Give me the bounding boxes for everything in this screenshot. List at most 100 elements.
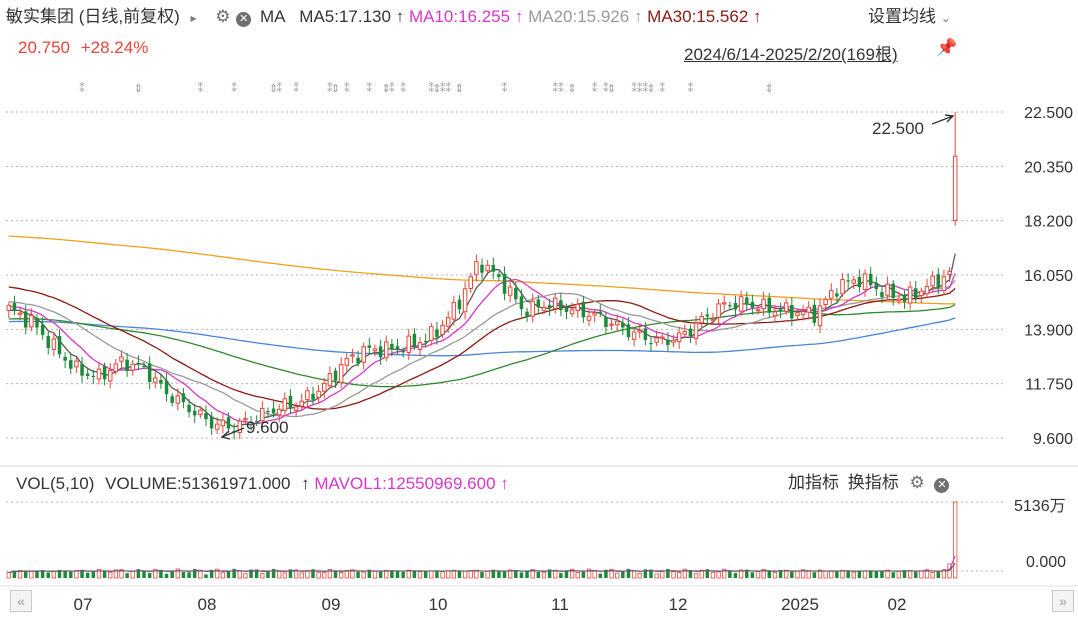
volume-bar xyxy=(800,569,806,579)
candle-body xyxy=(271,408,276,414)
volume-bar xyxy=(733,573,738,578)
x-tick-label: 2025 xyxy=(781,595,819,614)
candle-body xyxy=(451,302,457,320)
candle-body xyxy=(604,316,608,327)
settings-ma-button[interactable]: 设置均线 ⌄ xyxy=(868,7,951,28)
volume-bar xyxy=(181,572,186,578)
candle-body xyxy=(367,345,372,348)
volume-bar xyxy=(525,571,529,578)
volume-value: VOLUME:51361971.000 xyxy=(105,474,291,493)
event-marker: ⁑ xyxy=(429,82,435,95)
event-marker: ⇕ xyxy=(331,83,340,95)
volume-bar xyxy=(417,571,423,579)
event-marker: ⁑ xyxy=(592,82,598,95)
volume-bar xyxy=(790,571,794,578)
candle-body xyxy=(170,396,174,403)
volume-bar xyxy=(767,571,772,578)
current-price: 20.750 xyxy=(18,38,70,57)
stock-title[interactable]: 敏实集团 (日线,前复权) xyxy=(6,7,180,26)
volume-gear-icon[interactable]: ⚙ xyxy=(909,473,925,492)
y-tick-label: 13.900 xyxy=(1024,322,1073,339)
volume-bar xyxy=(654,573,659,579)
candle-body xyxy=(445,317,451,327)
volume-bar xyxy=(868,570,873,578)
candle-body xyxy=(666,339,670,346)
volume-bar xyxy=(339,571,344,579)
candlestick-series xyxy=(6,112,958,440)
volume-bar xyxy=(277,571,282,579)
candle-body xyxy=(333,370,338,381)
volume-bar xyxy=(761,568,766,579)
candle-body xyxy=(806,306,811,313)
candle-body xyxy=(12,303,17,311)
volume-bar xyxy=(649,569,653,578)
volume-bar xyxy=(282,572,287,579)
candle-body xyxy=(800,311,806,316)
volume-close-icon[interactable]: ✕ xyxy=(934,478,950,493)
candle-body xyxy=(795,312,800,316)
volume-bar xyxy=(29,570,34,579)
scroll-right-button[interactable]: » xyxy=(1052,590,1074,612)
volume-bar xyxy=(637,572,642,579)
candle-body xyxy=(728,305,732,307)
play-icon[interactable]: ▸ xyxy=(190,11,197,25)
candle-body xyxy=(113,363,119,372)
date-x-axis: 07 08 09 10 11 12 2025 02 xyxy=(74,595,907,614)
event-marker: ⁑ xyxy=(637,82,643,95)
volume-bar xyxy=(621,571,625,578)
add-indicator-button[interactable]: 加指标 xyxy=(788,473,839,492)
candle-body xyxy=(299,400,304,407)
price-change: +28.24% xyxy=(80,38,149,57)
event-marker: ⁑ xyxy=(603,82,609,95)
candle-body xyxy=(874,283,879,290)
candle-body xyxy=(136,362,141,364)
volume-bar xyxy=(575,572,580,579)
high-annotation: 22.500 xyxy=(872,114,955,138)
event-marker: ⁑ xyxy=(440,82,446,95)
volume-bar xyxy=(344,569,349,579)
volume-bar xyxy=(85,572,90,578)
candle-body xyxy=(327,373,333,387)
ma30-arrow: ↑ xyxy=(753,7,762,26)
pin-icon[interactable]: 📌 xyxy=(936,38,958,57)
volume-bar xyxy=(480,572,484,578)
volume-bar xyxy=(671,571,676,579)
switch-indicator-button[interactable]: 换指标 xyxy=(847,473,899,492)
candle-body xyxy=(406,335,412,353)
price-y-axis: 22.500 20.350 18.200 16.050 13.900 11.750 9.60… xyxy=(1024,105,1073,448)
low-annotation: 9.600 xyxy=(220,418,289,440)
chevron-down-icon: ⌄ xyxy=(940,11,951,25)
candle-body xyxy=(846,280,850,282)
candle-body xyxy=(181,393,186,403)
y-tick-label: 20.350 xyxy=(1024,159,1073,176)
candle-body xyxy=(710,318,716,322)
candle-body xyxy=(581,301,586,318)
candle-body xyxy=(914,288,918,299)
volume-bar xyxy=(564,570,569,578)
candle-body xyxy=(812,304,817,323)
volume-bar xyxy=(175,568,180,579)
ma20-value: MA20:15.926 xyxy=(528,7,630,26)
event-marker: ⁑ xyxy=(367,82,373,95)
volume-bar xyxy=(51,570,57,579)
ma250-line xyxy=(8,235,956,305)
volume-bar xyxy=(271,568,276,578)
candle-body xyxy=(142,365,146,368)
candle-body xyxy=(249,421,253,423)
candle-body xyxy=(491,264,496,272)
volume-bar xyxy=(559,572,563,578)
candle-body xyxy=(891,283,895,299)
ma5-line xyxy=(8,253,956,428)
volume-bar xyxy=(581,571,586,578)
price-grid xyxy=(6,111,1003,439)
volume-arrow: ↑ xyxy=(301,474,310,493)
gear-icon[interactable]: ⚙ xyxy=(215,7,231,26)
scroll-left-button[interactable]: « xyxy=(10,590,32,612)
volume-bar xyxy=(170,570,174,578)
event-marker: ⁑ xyxy=(293,82,299,95)
volume-bar xyxy=(541,571,547,579)
candle-body xyxy=(383,341,389,359)
close-icon[interactable]: ✕ xyxy=(236,12,252,27)
candle-body xyxy=(947,271,952,275)
